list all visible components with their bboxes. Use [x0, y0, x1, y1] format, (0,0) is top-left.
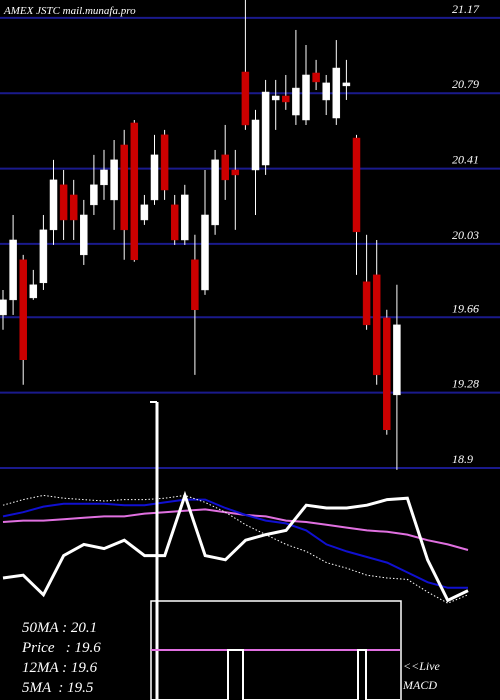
candle-body [271, 95, 280, 101]
candle-body [352, 137, 361, 233]
candle-body [49, 179, 58, 231]
candle-body [342, 82, 351, 87]
candle-body [29, 284, 38, 299]
macd-line [151, 649, 400, 700]
candle-body [69, 194, 78, 221]
candle-body [170, 204, 179, 241]
candle-body [322, 82, 330, 101]
candle-body [130, 122, 139, 261]
candle-body [19, 259, 27, 361]
candle-body [110, 159, 118, 201]
candle-body [362, 281, 371, 326]
candle-body [160, 134, 169, 191]
candle-body [302, 74, 310, 121]
macd-box [150, 600, 402, 700]
candle-body [383, 317, 391, 431]
y-tick-label: 19.66 [452, 301, 479, 315]
candle-body [282, 95, 290, 103]
candle-body [332, 67, 341, 119]
y-tick-label: 21.17 [452, 2, 480, 16]
ma-label: Price : 19.6 [21, 640, 101, 656]
indicator-line [2, 494, 469, 604]
candle-body [201, 214, 209, 291]
candle-body [181, 194, 189, 241]
candle-body [221, 154, 229, 181]
ma-label: 5MA : 19.5 [22, 680, 94, 696]
y-tick-label: 20.03 [452, 228, 479, 242]
live-label: <<Live [403, 659, 441, 673]
indicator-line [2, 508, 469, 551]
candle-body [251, 119, 260, 171]
candle-body [39, 229, 48, 284]
y-tick-label: 20.41 [452, 153, 479, 167]
candle-body [261, 91, 270, 166]
y-tick-label: 18.9 [452, 452, 473, 466]
candle-body [90, 184, 98, 206]
y-tick-label: 19.28 [452, 377, 479, 391]
macd-label: MACD [402, 678, 437, 692]
indicator-line [2, 490, 469, 603]
candle-body [292, 87, 300, 116]
candle-body [9, 239, 17, 301]
candle-body [191, 259, 199, 311]
ma-label: 50MA : 20.1 [22, 620, 97, 636]
y-tick-label: 20.79 [452, 77, 479, 91]
candle-body [120, 144, 128, 231]
chart-title: AMEX JSTC mail.munafa.pro [3, 5, 136, 17]
candle-body [312, 72, 320, 83]
candle-body [372, 274, 381, 376]
candle-body [80, 214, 88, 256]
marks [0, 0, 469, 604]
indicator-line [2, 498, 468, 589]
candle-body [211, 159, 219, 226]
candle-body [140, 204, 149, 221]
candle-body [241, 71, 250, 126]
candle-body [0, 299, 7, 316]
candle-body [231, 169, 240, 176]
candle-body [59, 184, 68, 221]
ma-label: 12MA : 19.6 [22, 660, 98, 676]
candle-body [150, 154, 159, 201]
candle-body [393, 324, 401, 396]
candle-body [100, 169, 108, 186]
